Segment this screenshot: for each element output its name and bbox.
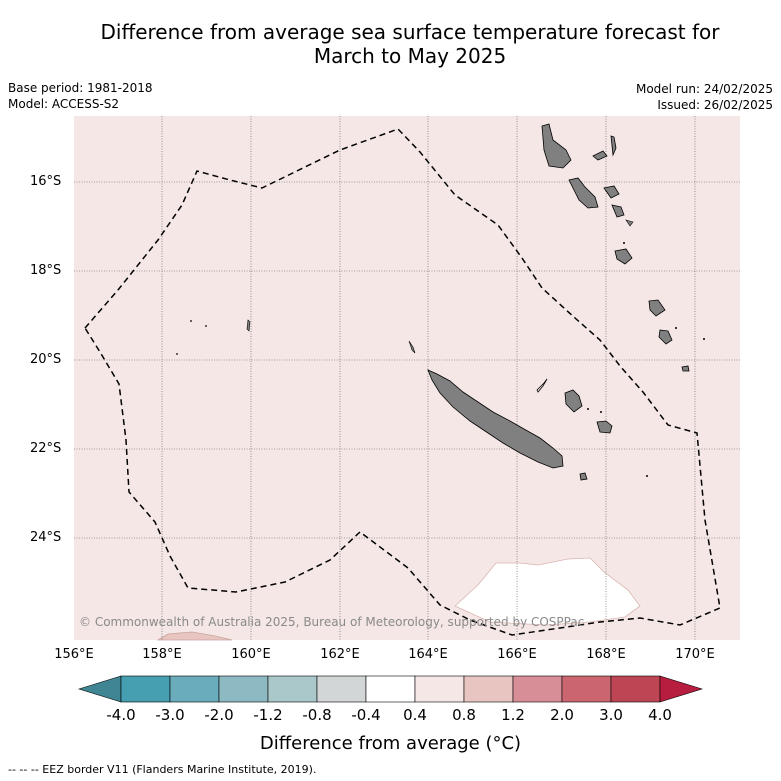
model-label: Model: ACCESS-S2	[8, 97, 120, 111]
colorbar-title: Difference from average (°C)	[259, 733, 522, 754]
colorbar-under-arrow	[77, 675, 122, 703]
lat-tick-24s: 24°S	[30, 530, 62, 545]
lifou-island	[564, 389, 583, 413]
colorbar-over-arrow	[659, 675, 704, 703]
model-run-label: Model run: 24/02/2025	[635, 82, 773, 96]
chesterfield-reef	[246, 319, 251, 332]
colorbar-label: 1.2	[501, 706, 525, 724]
pentecost-island	[603, 185, 620, 199]
small-islet	[675, 327, 677, 329]
erromango-island	[648, 299, 666, 317]
colorbar-cell	[414, 675, 465, 703]
small-islet	[703, 338, 705, 340]
colorbar-cell	[512, 675, 563, 703]
colorbar-cell	[120, 675, 171, 703]
lon-tick-164e: 164°E	[408, 647, 448, 662]
maewo-island	[610, 135, 617, 157]
colorbar-label: 2.0	[550, 706, 574, 724]
small-islet	[600, 411, 602, 413]
colorbar-cell	[561, 675, 612, 703]
lat-tick-16s: 16°S	[30, 174, 62, 189]
colorbar-label: 0.4	[403, 706, 427, 724]
map-title-line-1: Difference from average sea surface temp…	[100, 20, 720, 44]
mare-island	[596, 420, 613, 434]
colorbar-label: -0.8	[302, 706, 332, 724]
small-islet	[623, 242, 625, 244]
lon-tick-156e: 156°E	[54, 647, 94, 662]
colorbar-cell	[610, 675, 661, 703]
small-islet	[205, 325, 207, 327]
map-title-line-2: March to May 2025	[313, 44, 507, 68]
ambae-island	[592, 150, 608, 161]
colorbar-cell	[463, 675, 514, 703]
colorbar-label: 3.0	[599, 706, 623, 724]
colorbar-label: 0.8	[452, 706, 476, 724]
espiritu-santo-island	[541, 123, 572, 169]
new-caledonia-island	[427, 369, 564, 469]
lat-tick-20s: 20°S	[30, 352, 62, 367]
epi-island	[611, 204, 625, 218]
malekula-island	[568, 177, 599, 209]
lon-tick-158e: 158°E	[142, 647, 182, 662]
copyright-notice: © Commonwealth of Australia 2025, Bureau…	[79, 615, 585, 629]
lat-tick-18s: 18°S	[30, 263, 62, 278]
colorbar-cell	[316, 675, 367, 703]
gridlines	[74, 116, 740, 640]
small-islet	[646, 475, 648, 477]
colorbar	[77, 675, 704, 703]
isle-of-pines	[579, 472, 588, 481]
eez-border	[84, 128, 721, 636]
shepherd-islets	[625, 219, 634, 227]
ocean-area	[74, 116, 740, 640]
colorbar-label: -0.4	[351, 706, 381, 724]
efate-island	[614, 248, 633, 265]
lon-tick-170e: 170°E	[675, 647, 715, 662]
colorbar-cell	[267, 675, 318, 703]
lon-tick-166e: 166°E	[497, 647, 537, 662]
warm-anomaly-patch	[156, 631, 233, 641]
colorbar-cell	[218, 675, 269, 703]
ouvea-island	[536, 378, 548, 393]
colorbar-label: -4.0	[106, 706, 136, 724]
small-islet	[587, 408, 589, 410]
colorbar-label: 4.0	[648, 706, 672, 724]
belep-islet	[408, 340, 416, 354]
aneityum-island	[681, 365, 690, 372]
colorbar-label: -1.2	[253, 706, 283, 724]
lat-tick-22s: 22°S	[30, 441, 62, 456]
colorbar-cell	[365, 675, 416, 703]
tanna-island	[658, 329, 673, 345]
lon-tick-168e: 168°E	[586, 647, 626, 662]
small-islet	[190, 320, 192, 322]
lon-tick-162e: 162°E	[320, 647, 360, 662]
small-islet	[176, 353, 178, 355]
colorbar-label: -3.0	[155, 706, 185, 724]
colorbar-label: -2.0	[204, 706, 234, 724]
base-period-label: Base period: 1981-2018	[8, 81, 153, 95]
lon-tick-160e: 160°E	[231, 647, 271, 662]
eez-footnote: -- -- -- EEZ border V11 (Flanders Marine…	[8, 763, 317, 776]
neutral-anomaly-patch	[454, 557, 641, 626]
issued-label: Issued: 26/02/2025	[657, 98, 773, 112]
colorbar-cell	[169, 675, 220, 703]
